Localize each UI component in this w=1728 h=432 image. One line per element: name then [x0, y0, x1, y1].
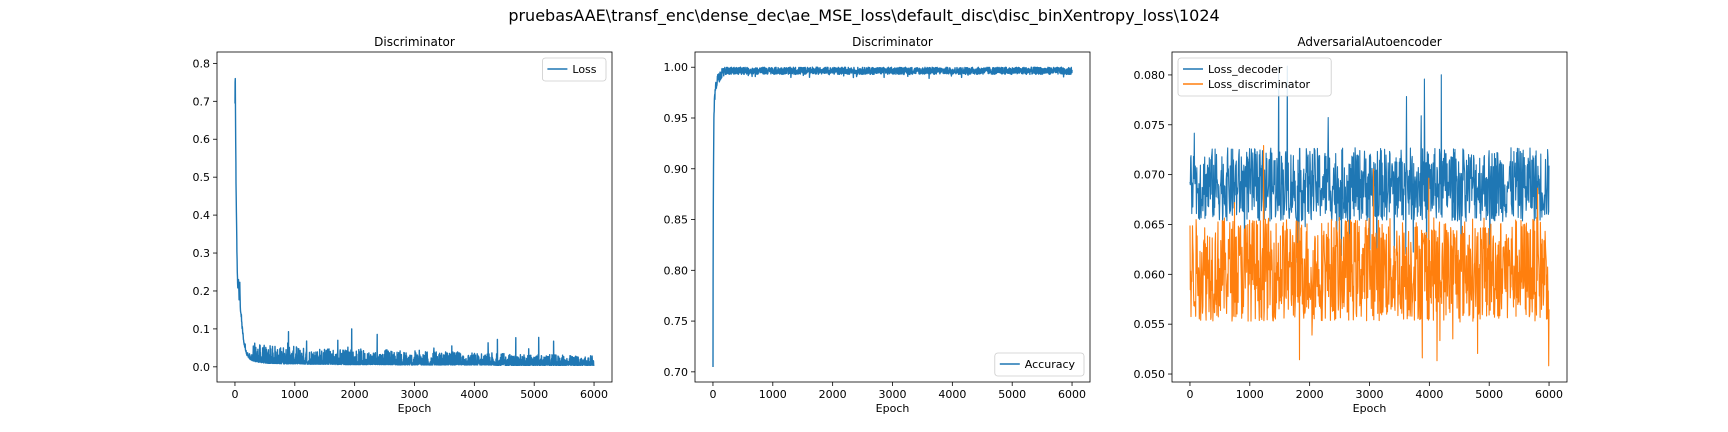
y-tick-label: 0.75 [664, 315, 689, 328]
x-tick-label: 3000 [401, 388, 429, 401]
y-tick-label: 0.7 [193, 95, 211, 108]
y-tick-label: 1.00 [664, 61, 689, 74]
chart-panel-1: Discriminator 0 1000 2000 3000 4000 5000 6000 0.… [193, 35, 613, 415]
x-tick-label: 3000 [1356, 388, 1384, 401]
y-tick-label: 0.0 [193, 361, 211, 374]
legend: Loss [542, 57, 607, 82]
x-tick-label: 0 [1186, 388, 1193, 401]
x-tick-label: 2000 [819, 388, 847, 401]
x-tick-label: 6000 [580, 388, 608, 401]
x-tick-label: 4000 [1415, 388, 1443, 401]
x-tick-label: 3000 [879, 388, 907, 401]
y-tick-label: 0.060 [1134, 268, 1166, 281]
series-line-accuracy [712, 66, 1073, 368]
x-axis-label: Epoch [876, 402, 910, 415]
x-tick-label: 2000 [341, 388, 369, 401]
y-tick-label: 0.4 [193, 209, 211, 222]
legend-box [994, 352, 1085, 377]
x-tick-label: 5000 [998, 388, 1026, 401]
y-tick-label: 0.1 [193, 323, 211, 336]
legend-label: Accuracy [1025, 358, 1076, 371]
legend-box [1177, 57, 1332, 97]
y-tick-label: 0.5 [193, 171, 211, 184]
y-tick-label: 0.80 [664, 264, 689, 277]
y-tick-label: 0.90 [664, 163, 689, 176]
x-tick-label: 0 [709, 388, 716, 401]
chart-title: Discriminator [374, 35, 455, 49]
chart-title: AdversarialAutoencoder [1297, 35, 1441, 49]
y-tick-label: 0.070 [1134, 169, 1166, 182]
series-line-loss-decoder [1189, 65, 1550, 272]
plot-area [712, 66, 1073, 368]
y-tick-label: 0.080 [1134, 69, 1166, 82]
y-tick-label: 0.95 [664, 112, 689, 125]
y-tick-label: 0.050 [1134, 368, 1166, 381]
chart-panel-2: Discriminator 0 1000 2000 3000 4000 5000 6000 0.… [664, 35, 1091, 415]
series-line-loss-discriminator [1189, 145, 1550, 367]
legend-label: Loss_decoder [1208, 63, 1283, 76]
x-tick-label: 1000 [759, 388, 787, 401]
legend-label: Loss [572, 63, 596, 76]
x-tick-label: 6000 [1535, 388, 1563, 401]
x-tick-label: 6000 [1058, 388, 1086, 401]
series-line-loss [234, 77, 595, 366]
legend-label: Loss_discriminator [1208, 78, 1311, 91]
y-tick-label: 0.2 [193, 285, 211, 298]
plot-area [234, 77, 595, 366]
y-tick-label: 0.055 [1134, 318, 1166, 331]
chart-panel-3: AdversarialAutoencoder 0 1000 2000 3000 4000 5… [1134, 35, 1568, 415]
x-tick-label: 1000 [1236, 388, 1264, 401]
chart-title: Discriminator [852, 35, 933, 49]
y-tick-label: 0.065 [1134, 218, 1166, 231]
legend-box [542, 57, 607, 82]
x-tick-label: 0 [231, 388, 238, 401]
y-tick-label: 0.075 [1134, 119, 1166, 132]
axes-frame [216, 51, 613, 383]
x-tick-label: 5000 [1475, 388, 1503, 401]
y-tick-label: 0.85 [664, 214, 689, 227]
y-tick-label: 0.6 [193, 133, 211, 146]
y-tick-label: 0.70 [664, 366, 689, 379]
y-tick-label: 0.3 [193, 247, 211, 260]
x-tick-label: 4000 [938, 388, 966, 401]
x-tick-label: 5000 [520, 388, 548, 401]
figure-title: pruebasAAE\transf_enc\dense_dec\ae_MSE_l… [508, 6, 1220, 25]
x-axis-label: Epoch [398, 402, 432, 415]
x-tick-label: 1000 [281, 388, 309, 401]
x-tick-label: 4000 [460, 388, 488, 401]
axes-frame [694, 51, 1091, 383]
legend: Accuracy [994, 352, 1085, 377]
legend: Loss_decoder Loss_discriminator [1177, 57, 1332, 97]
x-axis-label: Epoch [1353, 402, 1387, 415]
y-tick-label: 0.8 [193, 57, 211, 70]
x-tick-label: 2000 [1296, 388, 1324, 401]
plot-area [1189, 65, 1550, 367]
